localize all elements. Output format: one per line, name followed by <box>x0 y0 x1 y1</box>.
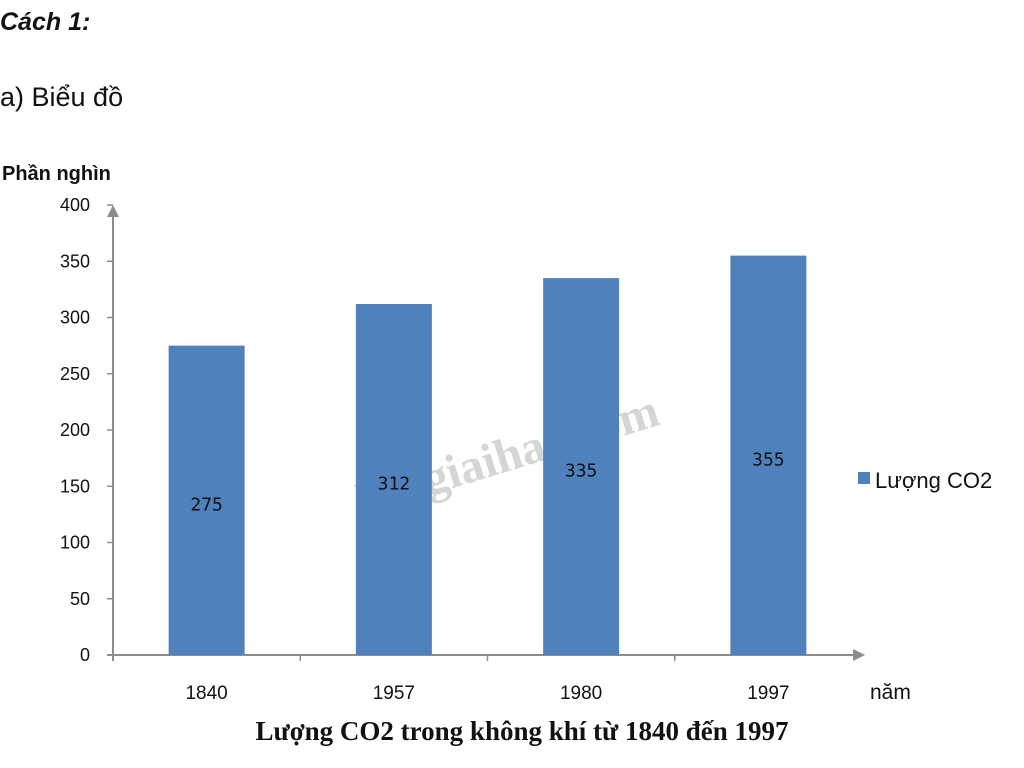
x-tick-label: 1997 <box>747 683 789 704</box>
data-label: 275 <box>190 494 223 515</box>
y-tick-label: 250 <box>60 364 90 384</box>
y-tick-label: 150 <box>60 476 90 496</box>
x-ticks: 1840 1957 1980 1997 <box>185 683 789 704</box>
y-axis-arrow <box>107 205 119 217</box>
x-tick-label: 1840 <box>185 683 227 704</box>
legend-swatch <box>858 472 870 484</box>
y-tick-label: 350 <box>60 251 90 271</box>
data-labels: 275 312 335 355 <box>190 449 784 515</box>
y-axis-label: Phần nghìn <box>2 163 111 185</box>
data-label: 355 <box>752 449 785 470</box>
legend: Lượng CO2 <box>858 468 992 493</box>
bar-1840 <box>168 345 245 655</box>
y-tick-label: 0 <box>80 645 90 665</box>
data-label: 312 <box>378 474 411 495</box>
y-ticks: 0 50 100 150 200 250 300 350 400 <box>60 195 113 665</box>
heading: Cách 1: <box>0 8 91 36</box>
y-tick-label: 200 <box>60 420 90 440</box>
legend-label: Lượng CO2 <box>875 468 992 493</box>
bar-1957 <box>355 304 432 655</box>
y-tick-label: 100 <box>60 533 90 553</box>
chart-title: Lượng CO2 trong không khí từ 1840 đến 19… <box>255 716 789 746</box>
bars <box>168 255 807 655</box>
y-tick-label: 50 <box>70 589 90 609</box>
data-label: 335 <box>565 461 598 482</box>
y-tick-label: 400 <box>60 195 90 215</box>
bar-1997 <box>730 255 807 655</box>
subheading: a) Biểu đồ <box>0 82 124 112</box>
x-axis-label: năm <box>870 681 911 704</box>
bar-1980 <box>543 278 620 655</box>
x-tick-label: 1957 <box>373 683 415 704</box>
x-axis-arrow <box>853 649 865 661</box>
y-tick-label: 300 <box>60 308 90 328</box>
x-tick-label: 1980 <box>560 683 602 704</box>
